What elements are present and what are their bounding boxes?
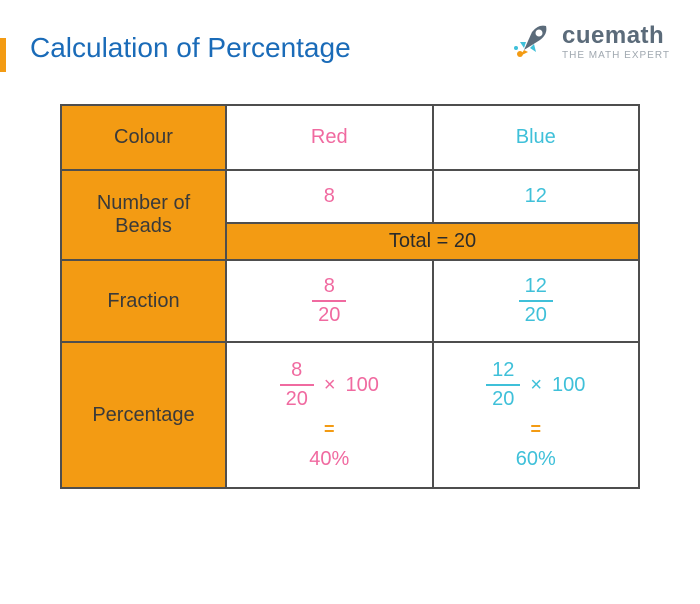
page-title: Calculation of Percentage [30, 20, 351, 64]
row-label-fraction: Fraction [61, 260, 226, 342]
percentage-blue: 12 20 × 100 = 60% [433, 342, 640, 488]
fraction-red: 8 20 [226, 260, 433, 342]
pct-result: 40% [309, 448, 349, 471]
pct-den: 20 [486, 384, 520, 411]
brand-name: cuemath [562, 22, 670, 50]
percentage-table: Colour Red Blue Number of Beads 8 12 Tot… [60, 104, 640, 489]
row-label-percentage: Percentage [61, 342, 226, 488]
total-bar: Total = 20 [226, 223, 639, 260]
equals-symbol: = [530, 419, 541, 440]
accent-bar [0, 38, 6, 72]
table-row: Fraction 8 20 12 20 [61, 260, 639, 342]
multiplier: 100 [552, 374, 585, 397]
beads-blue: 12 [433, 170, 640, 223]
brand-logo: cuemath THE MATH EXPERT [510, 20, 670, 62]
beads-red: 8 [226, 170, 433, 223]
rocket-icon [510, 20, 552, 62]
fraction-num: 12 [521, 275, 551, 300]
brand-tagline: THE MATH EXPERT [562, 50, 670, 61]
table-row: Number of Beads 8 12 [61, 170, 639, 223]
pct-num: 8 [287, 359, 306, 384]
row-label-beads: Number of Beads [61, 170, 226, 260]
fraction-den: 20 [519, 300, 553, 327]
table-row: Percentage 8 20 × 100 = 40% 12 [61, 342, 639, 488]
equals-symbol: = [324, 419, 335, 440]
col-name-red: Red [226, 105, 433, 170]
pct-num: 12 [488, 359, 518, 384]
col-name-blue: Blue [433, 105, 640, 170]
times-symbol: × [324, 374, 336, 397]
table-row: Colour Red Blue [61, 105, 639, 170]
pct-result: 60% [516, 448, 556, 471]
fraction-den: 20 [312, 300, 346, 327]
header: Calculation of Percentage cuemath THE MA… [30, 20, 670, 64]
multiplier: 100 [346, 374, 379, 397]
times-symbol: × [530, 374, 542, 397]
fraction-num: 8 [320, 275, 339, 300]
fraction-blue: 12 20 [433, 260, 640, 342]
pct-den: 20 [280, 384, 314, 411]
row-label-colour: Colour [61, 105, 226, 170]
percentage-red: 8 20 × 100 = 40% [226, 342, 433, 488]
